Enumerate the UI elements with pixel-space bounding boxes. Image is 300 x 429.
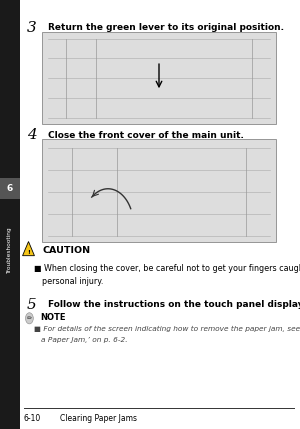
Bar bbox=[42, 32, 276, 124]
Text: ■ When closing the cover, be careful not to get your fingers caught, as this may: ■ When closing the cover, be careful not… bbox=[34, 264, 300, 273]
Text: 3: 3 bbox=[27, 21, 37, 35]
Text: CAUTION: CAUTION bbox=[42, 247, 90, 255]
Bar bbox=[0, 178, 20, 199]
Bar bbox=[42, 139, 276, 242]
Text: NOTE: NOTE bbox=[40, 313, 66, 322]
Text: personal injury.: personal injury. bbox=[42, 277, 104, 286]
Text: ✏: ✏ bbox=[27, 316, 32, 321]
Text: Follow the instructions on the touch panel display.: Follow the instructions on the touch pan… bbox=[48, 300, 300, 309]
Text: Clearing Paper Jams: Clearing Paper Jams bbox=[60, 414, 137, 423]
Text: ■ For details of the screen indicating how to remove the paper jam, see ‘Screen : ■ For details of the screen indicating h… bbox=[34, 326, 300, 332]
Bar bbox=[0, 0, 20, 429]
Text: 6: 6 bbox=[7, 184, 13, 193]
Text: Troubleshooting: Troubleshooting bbox=[7, 227, 12, 274]
Text: 4: 4 bbox=[27, 128, 37, 142]
Text: !: ! bbox=[27, 250, 30, 255]
Text: 6-10: 6-10 bbox=[24, 414, 41, 423]
Text: Close the front cover of the main unit.: Close the front cover of the main unit. bbox=[48, 131, 244, 139]
Polygon shape bbox=[22, 242, 34, 256]
Text: a Paper Jam,’ on p. 6-2.: a Paper Jam,’ on p. 6-2. bbox=[41, 337, 128, 343]
Text: 5: 5 bbox=[27, 298, 37, 311]
Text: Return the green lever to its original position.: Return the green lever to its original p… bbox=[48, 24, 284, 32]
Circle shape bbox=[26, 313, 33, 324]
